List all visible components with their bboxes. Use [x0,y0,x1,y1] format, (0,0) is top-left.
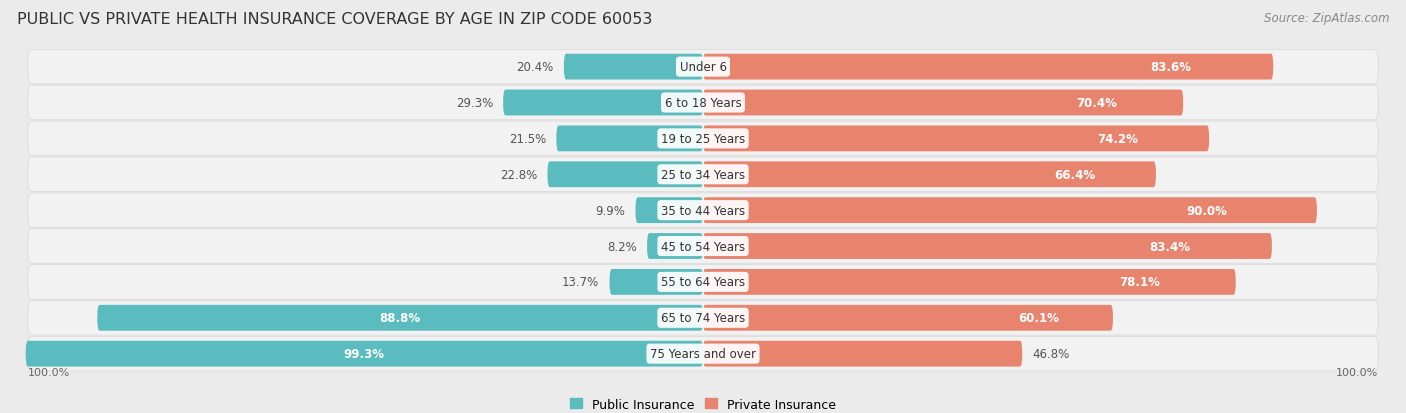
FancyBboxPatch shape [703,341,1022,367]
Text: 20.4%: 20.4% [516,61,554,74]
FancyBboxPatch shape [28,122,1378,156]
Text: 55 to 64 Years: 55 to 64 Years [661,276,745,289]
Text: 90.0%: 90.0% [1187,204,1227,217]
FancyBboxPatch shape [28,229,1378,263]
Text: 83.4%: 83.4% [1149,240,1189,253]
FancyBboxPatch shape [547,162,703,188]
FancyBboxPatch shape [28,50,1378,85]
Text: PUBLIC VS PRIVATE HEALTH INSURANCE COVERAGE BY AGE IN ZIP CODE 60053: PUBLIC VS PRIVATE HEALTH INSURANCE COVER… [17,12,652,27]
FancyBboxPatch shape [703,305,1114,331]
Text: 75 Years and over: 75 Years and over [650,347,756,360]
Text: 60.1%: 60.1% [1019,311,1060,325]
Text: 8.2%: 8.2% [607,240,637,253]
FancyBboxPatch shape [28,301,1378,335]
FancyBboxPatch shape [703,90,1184,116]
FancyBboxPatch shape [28,86,1378,121]
Text: 78.1%: 78.1% [1119,276,1160,289]
FancyBboxPatch shape [703,198,1317,223]
Text: 22.8%: 22.8% [501,169,537,181]
FancyBboxPatch shape [703,126,1209,152]
FancyBboxPatch shape [503,90,703,116]
Text: 88.8%: 88.8% [380,311,420,325]
FancyBboxPatch shape [703,162,1156,188]
Text: 35 to 44 Years: 35 to 44 Years [661,204,745,217]
Text: 83.6%: 83.6% [1150,61,1191,74]
Text: 65 to 74 Years: 65 to 74 Years [661,311,745,325]
FancyBboxPatch shape [557,126,703,152]
FancyBboxPatch shape [28,158,1378,192]
Text: 45 to 54 Years: 45 to 54 Years [661,240,745,253]
FancyBboxPatch shape [564,55,703,81]
FancyBboxPatch shape [703,233,1272,259]
FancyBboxPatch shape [647,233,703,259]
Text: 25 to 34 Years: 25 to 34 Years [661,169,745,181]
FancyBboxPatch shape [97,305,703,331]
FancyBboxPatch shape [703,269,1236,295]
Legend: Public Insurance, Private Insurance: Public Insurance, Private Insurance [569,398,837,411]
Text: 100.0%: 100.0% [1336,367,1378,377]
Text: 21.5%: 21.5% [509,133,546,145]
FancyBboxPatch shape [28,193,1378,228]
Text: 29.3%: 29.3% [456,97,494,110]
FancyBboxPatch shape [703,55,1274,81]
Text: 19 to 25 Years: 19 to 25 Years [661,133,745,145]
Text: 9.9%: 9.9% [595,204,626,217]
Text: Source: ZipAtlas.com: Source: ZipAtlas.com [1264,12,1389,25]
Text: 100.0%: 100.0% [28,367,70,377]
Text: 74.2%: 74.2% [1098,133,1139,145]
Text: 6 to 18 Years: 6 to 18 Years [665,97,741,110]
Text: 70.4%: 70.4% [1077,97,1118,110]
FancyBboxPatch shape [28,265,1378,299]
FancyBboxPatch shape [610,269,703,295]
FancyBboxPatch shape [636,198,703,223]
Text: 99.3%: 99.3% [344,347,385,360]
Text: 66.4%: 66.4% [1054,169,1095,181]
Text: Under 6: Under 6 [679,61,727,74]
FancyBboxPatch shape [28,337,1378,371]
Text: 46.8%: 46.8% [1032,347,1070,360]
FancyBboxPatch shape [25,341,703,367]
Text: 13.7%: 13.7% [562,276,599,289]
